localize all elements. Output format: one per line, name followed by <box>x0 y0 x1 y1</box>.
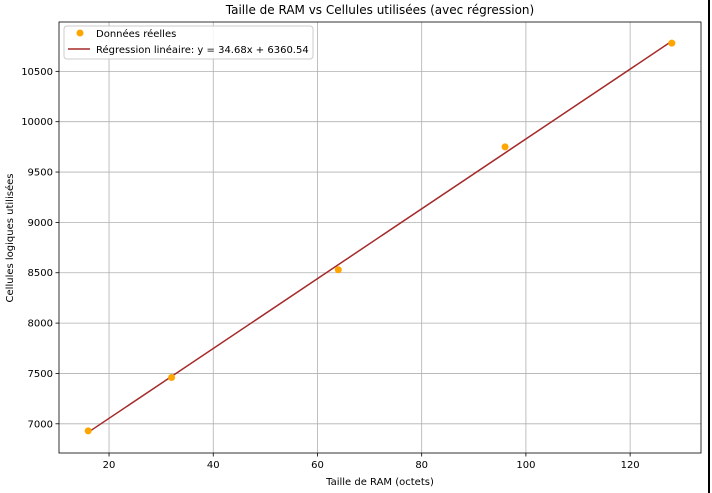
y-tick-label: 9500 <box>28 168 53 179</box>
x-tick-label: 80 <box>415 460 428 471</box>
x-axis-label: Taille de RAM (octets) <box>325 477 434 488</box>
x-tick-label: 120 <box>621 460 640 471</box>
data-point <box>84 427 92 435</box>
y-tick-label: 10500 <box>21 67 53 78</box>
y-tick-label: 10000 <box>21 117 53 128</box>
x-tick-label: 20 <box>103 460 116 471</box>
x-tick-label: 100 <box>516 460 535 471</box>
legend-label-scatter: Données réelles <box>96 28 176 40</box>
data-point <box>168 373 176 381</box>
scatter-points <box>84 39 676 435</box>
y-tick-label: 8000 <box>28 319 53 330</box>
data-point <box>668 39 676 47</box>
regression-line-group <box>87 40 673 433</box>
x-axis-ticks: 20 40 60 80 100 120 <box>103 453 640 471</box>
grid <box>59 22 701 453</box>
data-point <box>501 143 509 151</box>
regression-line <box>87 40 673 433</box>
legend-marker-scatter <box>76 29 84 37</box>
y-tick-label: 7000 <box>28 419 53 430</box>
chart-title: Taille de RAM vs Cellules utilisées (ave… <box>225 3 534 17</box>
legend: Données réelles Régression linéaire: y =… <box>63 25 314 60</box>
x-tick-label: 40 <box>207 460 220 471</box>
data-point <box>334 266 342 274</box>
y-axis-ticks: 7000 7500 8000 8500 9000 9500 10000 10500 <box>21 67 59 430</box>
y-tick-label: 9000 <box>28 218 53 229</box>
right-edge-bar <box>708 0 710 493</box>
legend-box <box>63 25 314 60</box>
x-tick-label: 60 <box>311 460 324 471</box>
legend-label-regression: Régression linéaire: y = 34.68x + 6360.5… <box>96 44 309 56</box>
y-axis-label: Cellules logiques utilisées <box>4 174 16 303</box>
y-tick-label: 8500 <box>28 268 53 279</box>
plot-frame <box>58 21 702 454</box>
y-tick-label: 7500 <box>28 369 53 380</box>
